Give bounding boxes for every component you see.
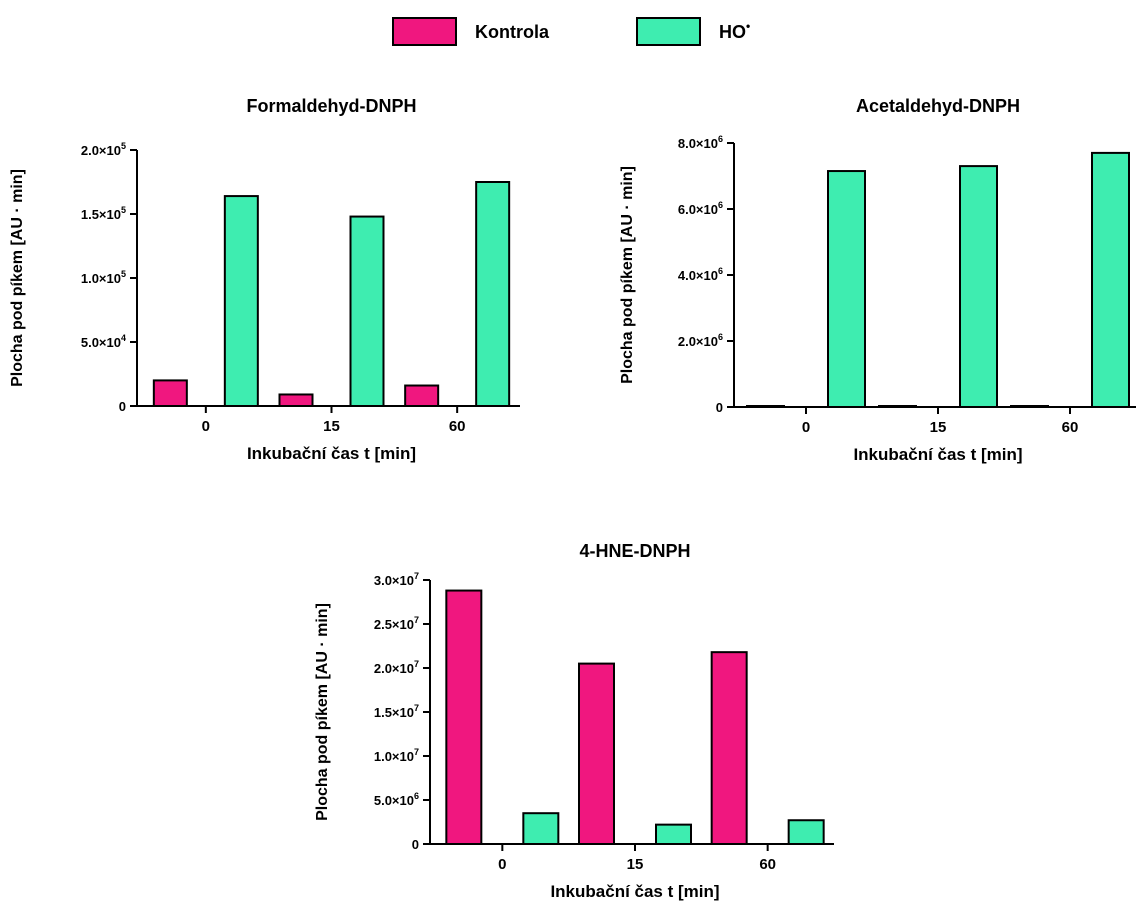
y-tick-label-mantissa: 5.0×10 [81, 335, 121, 350]
y-tick-label: 2.5×107 [374, 615, 419, 632]
y-tick-label: 3.0×107 [374, 571, 419, 588]
y-axis-label: Plocha pod píkem [AU · min] [619, 166, 636, 384]
x-axis-label: Inkubační čas t [min] [247, 444, 416, 463]
y-tick-label: 8.0×106 [678, 134, 723, 151]
y-tick-label-mantissa: 2.5×10 [374, 617, 414, 632]
y-tick-label: 1.0×105 [81, 269, 126, 286]
chart-legend: Kontrola HO• [392, 17, 750, 46]
y-tick-label-exponent: 7 [414, 615, 419, 625]
y-tick-label-mantissa: 2.0×10 [374, 661, 414, 676]
y-tick-label: 6.0×106 [678, 200, 723, 217]
y-tick-label-mantissa: 1.5×10 [374, 705, 414, 720]
y-tick-label: 2.0×106 [678, 332, 723, 349]
y-axis-label: Plocha pod píkem [AU · min] [314, 603, 331, 821]
y-tick-label-mantissa: 1.5×10 [81, 207, 121, 222]
x-axis-label: Inkubační čas t [min] [853, 445, 1022, 464]
bar-ho-60 [475, 181, 511, 407]
y-tick-label: 1.5×107 [374, 703, 419, 720]
y-tick-label-exponent: 4 [121, 333, 126, 343]
y-tick-label-exponent: 7 [414, 747, 419, 757]
y-tick-label-mantissa: 5.0×10 [374, 793, 414, 808]
bar-ho-15 [349, 215, 385, 407]
bar-kontrola-0 [746, 405, 785, 408]
y-tick-label-mantissa: 0 [716, 400, 723, 415]
y-tick-label-mantissa: 2.0×10 [678, 334, 718, 349]
x-tick-label: 0 [202, 418, 210, 435]
y-tick-label-mantissa: 8.0×10 [678, 136, 718, 151]
y-tick-label-mantissa: 1.0×10 [374, 749, 414, 764]
y-tick-label-mantissa: 3.0×10 [374, 573, 414, 588]
x-tick-label: 15 [627, 856, 644, 873]
legend-label-kontrola: Kontrola [475, 22, 550, 42]
y-tick-label: 2.0×107 [374, 659, 419, 676]
y-tick-label: 0 [716, 400, 723, 415]
bar-ho-0 [522, 812, 560, 846]
y-tick-label-exponent: 7 [414, 703, 419, 713]
bar-ho-15 [655, 823, 692, 846]
bar-ho-60 [1091, 151, 1130, 409]
legend-swatch-ho [636, 17, 701, 46]
y-tick-label: 0 [119, 399, 126, 414]
x-tick-label: 0 [802, 419, 810, 436]
bar-ho-60 [787, 819, 825, 845]
y-tick-label-mantissa: 0 [119, 399, 126, 414]
chart-acetaldehyde: Acetaldehyd-DNPH Plocha pod píkem [AU · m… [619, 96, 1136, 464]
chart-4-hne: 4-HNE-DNPH Plocha pod píkem [AU · min] 0 5.… [314, 541, 834, 901]
legend-label-ho-superscript: • [746, 19, 750, 33]
chart-title: Formaldehyd-DNPH [246, 96, 416, 116]
x-tick-label: 15 [930, 419, 947, 436]
bar-kontrola-0 [445, 589, 483, 845]
y-tick-label: 5.0×106 [374, 791, 419, 808]
y-tick-label-mantissa: 1.0×10 [81, 271, 121, 286]
bar-kontrola-15 [278, 393, 314, 408]
y-tick-label-exponent: 5 [121, 141, 126, 151]
y-axis-label: Plocha pod píkem [AU · min] [9, 169, 26, 387]
bar-ho-15 [959, 165, 998, 408]
chart-title: Acetaldehyd-DNPH [856, 96, 1020, 116]
chart-title: 4-HNE-DNPH [579, 541, 690, 561]
y-tick-label-exponent: 7 [414, 659, 419, 669]
bar-kontrola-0 [152, 379, 188, 407]
x-tick-label: 60 [1062, 419, 1079, 436]
y-tick-label: 2.0×105 [81, 141, 126, 158]
bar-kontrola-60 [710, 651, 748, 845]
y-tick-label-exponent: 6 [718, 134, 723, 144]
chart-formaldehyde: Formaldehyd-DNPH Plocha pod píkem [AU · m… [9, 96, 520, 463]
y-tick-label-mantissa: 0 [412, 837, 419, 852]
y-tick-label: 0 [412, 837, 419, 852]
bar-kontrola-15 [578, 662, 615, 845]
x-tick-label: 60 [759, 856, 776, 873]
bar-kontrola-15 [878, 405, 917, 408]
y-tick-label: 1.5×105 [81, 205, 126, 222]
y-tick-label-mantissa: 2.0×10 [81, 143, 121, 158]
y-tick-label-exponent: 6 [414, 791, 419, 801]
bar-ho-0 [223, 195, 259, 407]
y-tick-label: 1.0×107 [374, 747, 419, 764]
x-tick-label: 60 [449, 418, 466, 435]
x-tick-label: 0 [498, 856, 506, 873]
bar-kontrola-60 [404, 384, 440, 407]
y-tick-label: 5.0×104 [81, 333, 126, 350]
bar-ho-0 [827, 170, 866, 408]
legend-swatch-kontrola [392, 17, 457, 46]
x-axis-label: Inkubační čas t [min] [550, 882, 719, 901]
y-tick-label-mantissa: 6.0×10 [678, 202, 718, 217]
y-tick-label-exponent: 5 [121, 205, 126, 215]
y-tick-label-exponent: 7 [414, 571, 419, 581]
x-tick-label: 15 [323, 418, 340, 435]
y-tick-label-exponent: 6 [718, 266, 723, 276]
y-tick-label-exponent: 6 [718, 200, 723, 210]
y-tick-label-mantissa: 4.0×10 [678, 268, 718, 283]
y-tick-label: 4.0×106 [678, 266, 723, 283]
y-tick-label-exponent: 6 [718, 332, 723, 342]
y-tick-label-exponent: 5 [121, 269, 126, 279]
bar-kontrola-60 [1010, 405, 1049, 408]
legend-label-ho: HO• [719, 19, 750, 42]
